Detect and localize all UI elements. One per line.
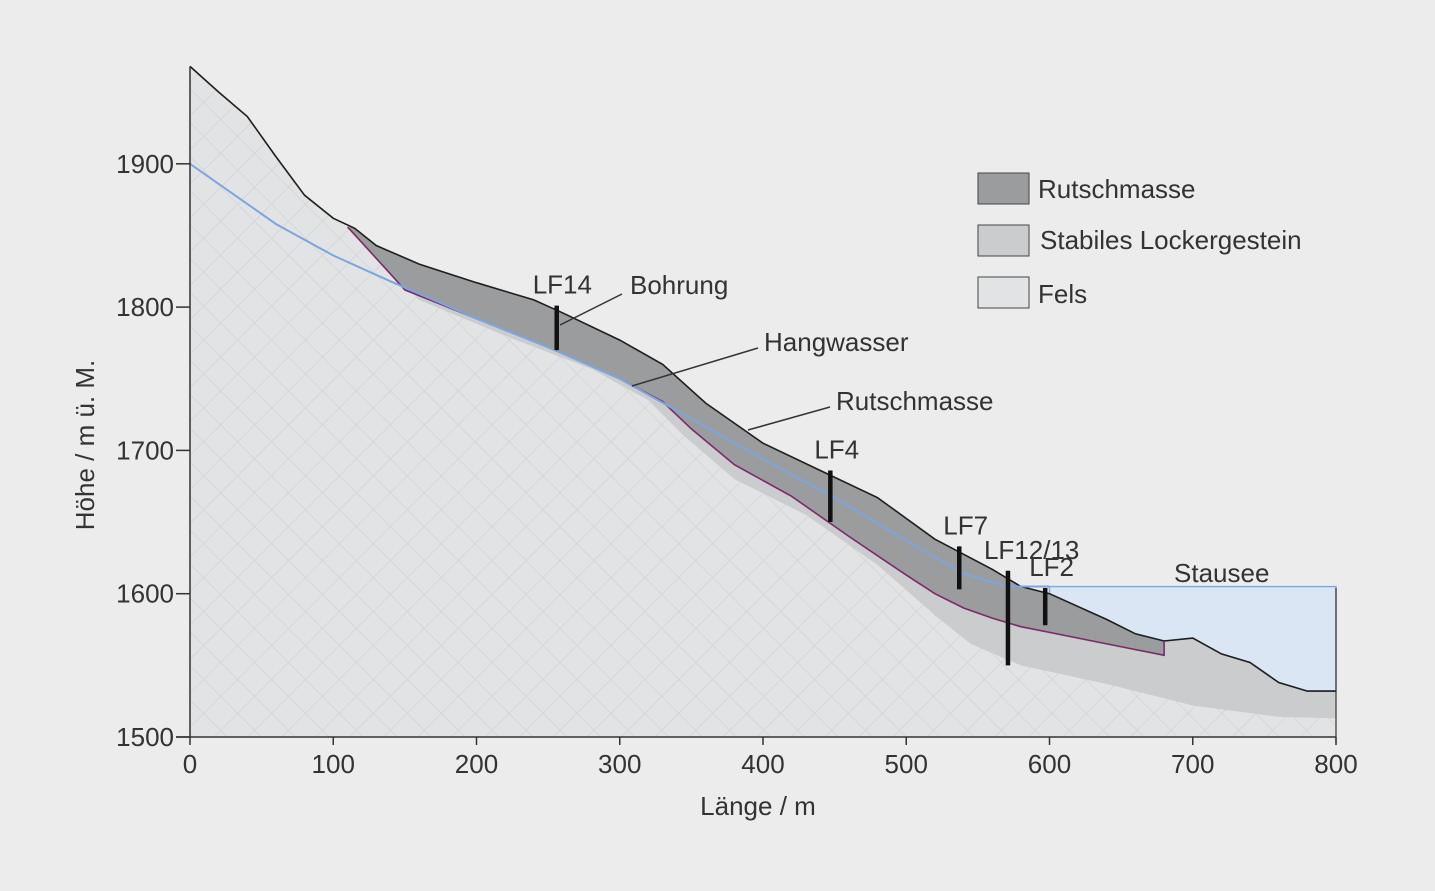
hangwasser-label: Hangwasser: [764, 327, 909, 357]
rutschmasse-label: Rutschmasse: [836, 386, 994, 416]
legend: Rutschmasse Stabiles Lockergestein Fels: [977, 172, 1302, 309]
x-tick-label: 600: [1028, 749, 1071, 779]
x-tick-label: 500: [885, 749, 928, 779]
legend-swatch-fels: [977, 276, 1030, 309]
x-tick-label: 700: [1171, 749, 1214, 779]
borehole-label-lf14: LF14: [533, 270, 592, 300]
borehole-label-lf12-13: LF12/13: [984, 535, 1079, 565]
legend-swatch-rutschmasse: [977, 172, 1030, 205]
legend-swatch-lockergestein: [977, 224, 1030, 257]
x-tick-label: 100: [312, 749, 355, 779]
legend-label-lockergestein: Stabiles Lockergestein: [1040, 225, 1302, 255]
rutschmasse-leader: [747, 406, 831, 431]
x-tick-label: 300: [598, 749, 641, 779]
x-axis-ticks: 0 100 200 300 400 500 600 700 800: [183, 737, 1358, 779]
y-tick-label: 1700: [116, 435, 174, 465]
fels-area: [190, 66, 1336, 737]
legend-label-rutschmasse: Rutschmasse: [1038, 174, 1196, 204]
x-axis-label: Länge / m: [700, 791, 816, 821]
y-tick-label: 1600: [116, 579, 174, 609]
y-tick-label: 1900: [116, 149, 174, 179]
borehole-label-lf4: LF4: [814, 434, 859, 464]
borehole-label-lf7: LF7: [943, 510, 988, 540]
x-tick-label: 800: [1314, 749, 1357, 779]
bohrung-label: Bohrung: [630, 270, 728, 300]
x-tick-label: 0: [183, 749, 197, 779]
hangwasser-leader: [631, 347, 759, 387]
rutschmasse-area: [347, 226, 1165, 656]
y-tick-label: 1500: [116, 722, 174, 752]
terrain-surface-line: [189, 65, 1336, 692]
x-tick-label: 400: [741, 749, 784, 779]
borehole-label-lf2: LF2: [1029, 552, 1074, 582]
y-tick-label: 1800: [116, 292, 174, 322]
y-axis-ticks: 1500 1600 1700 1800 1900: [116, 149, 190, 752]
bohrung-leader: [559, 293, 623, 326]
legend-label-fels: Fels: [1038, 279, 1087, 309]
hangwasser-line: [189, 162, 1050, 588]
stausee-label: Stausee: [1174, 558, 1269, 588]
y-axis-label: Höhe / m ü. M.: [70, 360, 100, 531]
x-tick-label: 200: [455, 749, 498, 779]
